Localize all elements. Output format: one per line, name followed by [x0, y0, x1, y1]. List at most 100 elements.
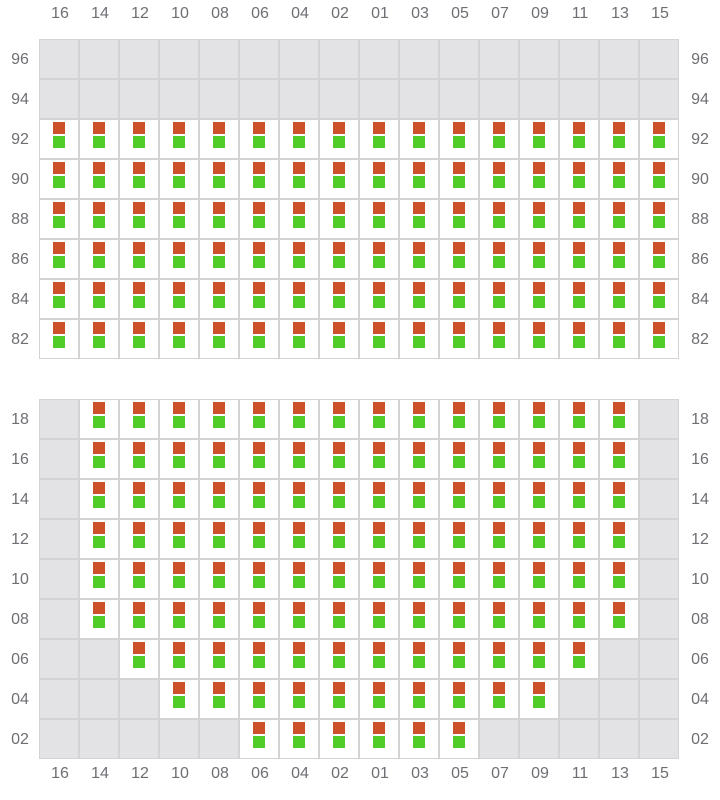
slot-occupied[interactable] — [360, 520, 398, 558]
slot-occupied[interactable] — [440, 200, 478, 238]
slot-empty[interactable] — [200, 40, 238, 78]
slot-empty[interactable] — [240, 80, 278, 118]
slot-occupied[interactable] — [600, 400, 638, 438]
slot-empty[interactable] — [560, 40, 598, 78]
slot-occupied[interactable] — [280, 440, 318, 478]
slot-occupied[interactable] — [360, 200, 398, 238]
slot-occupied[interactable] — [280, 640, 318, 678]
slot-empty[interactable] — [360, 80, 398, 118]
slot-occupied[interactable] — [280, 720, 318, 758]
slot-occupied[interactable] — [80, 560, 118, 598]
slot-occupied[interactable] — [160, 560, 198, 598]
slot-empty[interactable] — [40, 520, 78, 558]
slot-occupied[interactable] — [320, 480, 358, 518]
slot-empty[interactable] — [640, 720, 678, 758]
slot-occupied[interactable] — [520, 400, 558, 438]
slot-empty[interactable] — [160, 40, 198, 78]
slot-empty[interactable] — [640, 560, 678, 598]
slot-empty[interactable] — [640, 640, 678, 678]
slot-occupied[interactable] — [520, 640, 558, 678]
slot-empty[interactable] — [40, 560, 78, 598]
slot-occupied[interactable] — [200, 560, 238, 598]
slot-occupied[interactable] — [120, 600, 158, 638]
slot-empty[interactable] — [520, 720, 558, 758]
slot-empty[interactable] — [120, 720, 158, 758]
slot-occupied[interactable] — [200, 240, 238, 278]
slot-occupied[interactable] — [560, 240, 598, 278]
slot-occupied[interactable] — [560, 600, 598, 638]
slot-occupied[interactable] — [520, 240, 558, 278]
slot-occupied[interactable] — [400, 200, 438, 238]
slot-occupied[interactable] — [320, 240, 358, 278]
slot-occupied[interactable] — [120, 440, 158, 478]
slot-occupied[interactable] — [360, 280, 398, 318]
slot-occupied[interactable] — [640, 120, 678, 158]
slot-occupied[interactable] — [160, 240, 198, 278]
slot-empty[interactable] — [440, 40, 478, 78]
slot-occupied[interactable] — [280, 320, 318, 358]
slot-occupied[interactable] — [560, 520, 598, 558]
slot-empty[interactable] — [280, 80, 318, 118]
slot-empty[interactable] — [560, 80, 598, 118]
slot-occupied[interactable] — [600, 600, 638, 638]
slot-occupied[interactable] — [280, 680, 318, 718]
slot-empty[interactable] — [400, 80, 438, 118]
slot-occupied[interactable] — [320, 320, 358, 358]
slot-empty[interactable] — [600, 640, 638, 678]
slot-occupied[interactable] — [480, 120, 518, 158]
slot-occupied[interactable] — [160, 200, 198, 238]
slot-occupied[interactable] — [120, 480, 158, 518]
slot-occupied[interactable] — [240, 480, 278, 518]
slot-occupied[interactable] — [240, 160, 278, 198]
slot-occupied[interactable] — [160, 480, 198, 518]
slot-occupied[interactable] — [560, 640, 598, 678]
slot-occupied[interactable] — [40, 320, 78, 358]
slot-occupied[interactable] — [160, 600, 198, 638]
slot-occupied[interactable] — [320, 120, 358, 158]
slot-occupied[interactable] — [240, 720, 278, 758]
slot-occupied[interactable] — [200, 160, 238, 198]
slot-empty[interactable] — [80, 640, 118, 678]
slot-empty[interactable] — [320, 40, 358, 78]
slot-occupied[interactable] — [240, 640, 278, 678]
slot-occupied[interactable] — [120, 280, 158, 318]
slot-occupied[interactable] — [440, 600, 478, 638]
slot-occupied[interactable] — [240, 280, 278, 318]
slot-empty[interactable] — [160, 80, 198, 118]
slot-occupied[interactable] — [440, 280, 478, 318]
slot-occupied[interactable] — [160, 400, 198, 438]
slot-occupied[interactable] — [520, 560, 558, 598]
slot-occupied[interactable] — [480, 600, 518, 638]
slot-occupied[interactable] — [280, 200, 318, 238]
slot-occupied[interactable] — [480, 200, 518, 238]
slot-occupied[interactable] — [160, 320, 198, 358]
slot-occupied[interactable] — [600, 520, 638, 558]
slot-occupied[interactable] — [240, 560, 278, 598]
slot-occupied[interactable] — [480, 640, 518, 678]
slot-occupied[interactable] — [80, 320, 118, 358]
slot-occupied[interactable] — [640, 240, 678, 278]
slot-occupied[interactable] — [200, 200, 238, 238]
slot-occupied[interactable] — [240, 600, 278, 638]
slot-occupied[interactable] — [520, 120, 558, 158]
slot-occupied[interactable] — [320, 680, 358, 718]
slot-occupied[interactable] — [240, 520, 278, 558]
slot-occupied[interactable] — [440, 680, 478, 718]
slot-occupied[interactable] — [480, 240, 518, 278]
slot-occupied[interactable] — [560, 320, 598, 358]
slot-occupied[interactable] — [240, 680, 278, 718]
slot-occupied[interactable] — [440, 640, 478, 678]
slot-occupied[interactable] — [600, 120, 638, 158]
slot-occupied[interactable] — [520, 200, 558, 238]
slot-occupied[interactable] — [80, 200, 118, 238]
slot-occupied[interactable] — [160, 520, 198, 558]
slot-empty[interactable] — [600, 720, 638, 758]
slot-occupied[interactable] — [520, 160, 558, 198]
slot-occupied[interactable] — [440, 400, 478, 438]
slot-occupied[interactable] — [120, 560, 158, 598]
slot-occupied[interactable] — [200, 480, 238, 518]
slot-occupied[interactable] — [400, 640, 438, 678]
slot-occupied[interactable] — [320, 560, 358, 598]
slot-occupied[interactable] — [360, 440, 398, 478]
slot-occupied[interactable] — [120, 240, 158, 278]
